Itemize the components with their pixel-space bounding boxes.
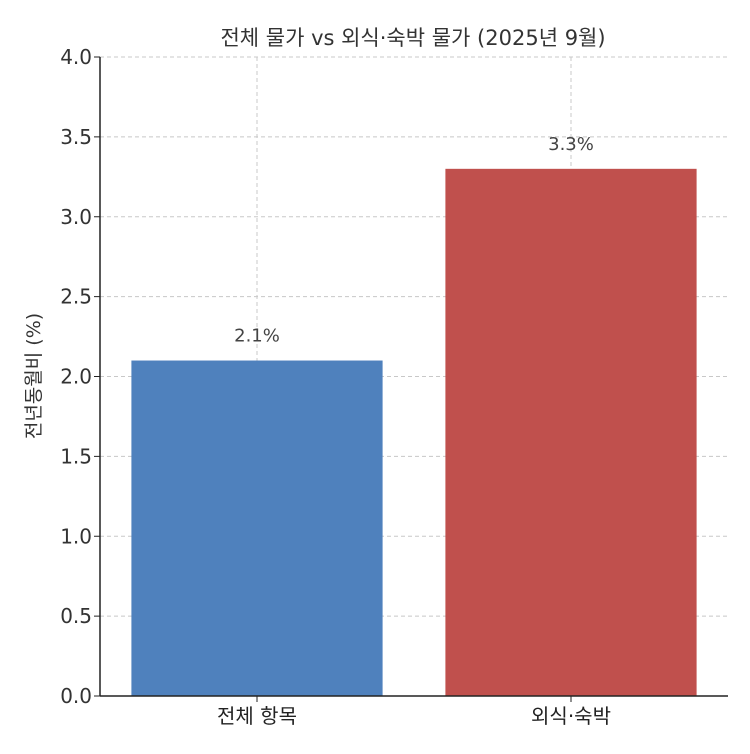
y-tick-label: 1.0 <box>60 524 92 548</box>
y-tick-label: 2.0 <box>60 365 92 389</box>
bar-value-label: 3.3% <box>548 134 594 155</box>
data-labels: 2.1% 3.3% <box>234 134 594 347</box>
x-tick-label: 외식·숙박 <box>531 704 611 728</box>
x-ticks: 전체 항목 외식·숙박 <box>217 696 611 728</box>
y-axis-label: 전년동월비 (%) <box>23 313 45 439</box>
y-tick-label: 1.5 <box>60 444 92 468</box>
y-ticks: 0.0 0.5 1.0 1.5 2.0 2.5 3.0 3.5 4.0 <box>60 45 100 708</box>
bars <box>131 168 697 696</box>
y-tick-label: 3.0 <box>60 205 92 229</box>
bar <box>131 360 383 696</box>
y-tick-label: 3.5 <box>60 125 92 149</box>
bar-value-label: 2.1% <box>234 326 280 347</box>
x-tick-label: 전체 항목 <box>217 704 297 728</box>
y-tick-label: 4.0 <box>60 45 92 69</box>
bar <box>445 168 697 696</box>
chart-title: 전체 물가 vs 외식·숙박 물가 (2025년 9월) <box>220 26 605 50</box>
y-tick-label: 0.5 <box>60 604 92 628</box>
y-tick-label: 0.0 <box>60 684 92 708</box>
y-tick-label: 2.5 <box>60 285 92 309</box>
